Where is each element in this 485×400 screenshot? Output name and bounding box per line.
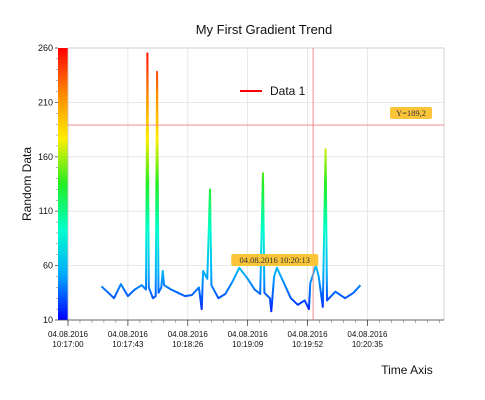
gradient-bar [58, 48, 68, 320]
y-tick-label: 10 [43, 315, 53, 325]
plot-frame [67, 47, 445, 321]
crosshair: Y=189,2 04.08.2016 10:20:13 [68, 48, 444, 320]
x-tick-label-time: 10:19:52 [292, 340, 324, 349]
legend: Data 1 [240, 84, 306, 98]
point-callout-box [231, 254, 319, 267]
legend-label: Data 1 [270, 84, 306, 98]
crosshair-y-callout: Y=189,2 [390, 107, 432, 120]
x-tick-label-date: 04.08.2016 [108, 330, 149, 339]
x-tick-label-time: 10:18:26 [172, 340, 204, 349]
chart-title: My First Gradient Trend [196, 22, 333, 37]
y-tick-label: 160 [38, 152, 53, 162]
y-tick-label: 60 [43, 261, 53, 271]
x-tick-label-date: 04.08.2016 [347, 330, 388, 339]
x-tick-label-time: 10:17:00 [52, 340, 84, 349]
y-tick-label: 260 [38, 43, 53, 53]
point-callout-label: 04.08.2016 10:20:13 [239, 255, 310, 265]
x-axis-title: Time Axis [381, 363, 433, 377]
crosshair-y-callout-box [390, 107, 432, 120]
crosshair-y-callout-label: Y=189,2 [396, 108, 426, 118]
x-tick-label-time: 10:19:09 [232, 340, 264, 349]
y-tick-label: 110 [39, 206, 53, 216]
x-tick-label-date: 04.08.2016 [228, 330, 269, 339]
x-tick-label-time: 10:17:43 [112, 340, 144, 349]
x-axis: 04.08.201610:17:0004.08.201610:17:4304.0… [48, 319, 444, 349]
y-tick-label: 210 [38, 97, 53, 107]
grid [67, 47, 444, 321]
x-tick-label-date: 04.08.2016 [288, 330, 329, 339]
point-callout: 04.08.2016 10:20:13 [231, 254, 319, 267]
x-tick-label-time: 10:20:35 [352, 340, 384, 349]
y-axis-title: Random Data [20, 147, 34, 221]
x-tick-label-date: 04.08.2016 [168, 330, 209, 339]
series-line-data-1 [100, 52, 362, 313]
y-axis: 10 60 110 160 210 260 [38, 43, 58, 325]
x-tick-label-date: 04.08.2016 [48, 330, 89, 339]
